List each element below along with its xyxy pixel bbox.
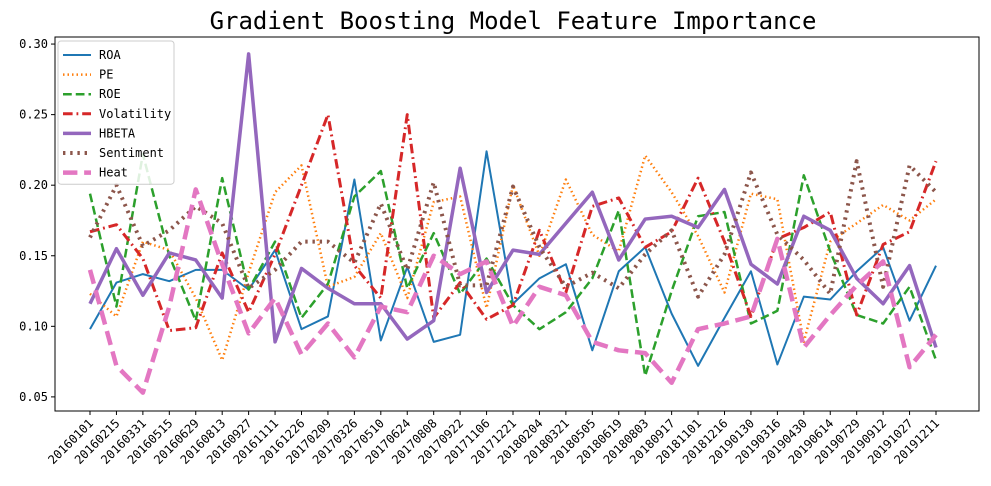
legend-label-heat: Heat (99, 166, 128, 180)
series-line-roa (89, 150, 937, 367)
y-tick-label: 0.25 (19, 108, 48, 122)
y-tick-label: 0.10 (19, 319, 48, 333)
legend-label-hbeta: HBETA (99, 126, 136, 140)
legend-label-roa: ROA (99, 48, 121, 62)
legend: ROA PE ROE Volatility HBETA Sentiment Heat (57, 40, 175, 185)
legend-label-sentiment: Sentiment (99, 146, 164, 160)
series-line-volatility (89, 113, 938, 333)
x-axis: 2016010120160215201603312016051520160629… (45, 411, 942, 467)
chart-title: Gradient Boosting Model Feature Importan… (210, 7, 817, 35)
series-line-sentiment (88, 159, 938, 299)
y-tick-label: 0.05 (19, 390, 48, 404)
legend-label-roe: ROE (99, 87, 121, 101)
y-axis: 0.05 0.10 0.15 0.20 0.25 0.30 (19, 37, 55, 404)
y-tick-label: 0.20 (19, 178, 48, 192)
y-tick-label: 0.30 (19, 37, 48, 51)
series-line-hbeta (88, 52, 938, 349)
plot-frame (54, 36, 980, 412)
legend-label-pe: PE (99, 68, 113, 82)
series-line-pe (89, 154, 937, 362)
series-layer (87, 52, 938, 395)
legend-label-volatility: Volatility (99, 107, 171, 121)
y-tick-label: 0.15 (19, 249, 48, 263)
series-line-heat (87, 187, 938, 395)
legend-box (57, 40, 175, 185)
